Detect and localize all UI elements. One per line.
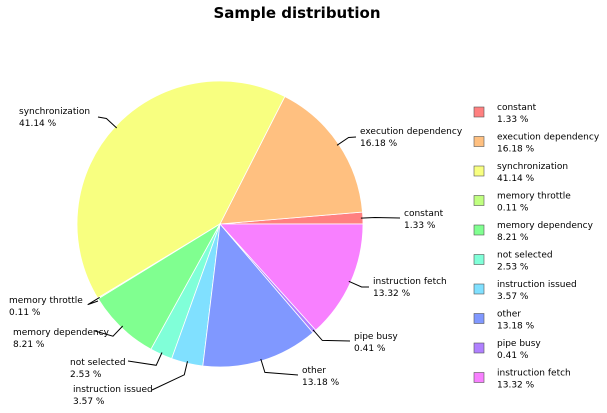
legend-swatch-instruction-fetch — [473, 372, 485, 383]
slice-value-synchronization: 41.14 % — [19, 119, 57, 129]
legend-swatch-not-selected — [473, 254, 485, 265]
legend-value-memory-dependency: 8.21 % — [497, 233, 529, 243]
legend-value-pipe-busy: 0.41 % — [497, 351, 529, 361]
legend-swatch-execution-dependency — [473, 136, 485, 147]
legend-value-other: 13.18 % — [497, 322, 535, 332]
slice-label-instruction-fetch: instruction fetch — [373, 277, 447, 287]
leader-line-not-selected — [127, 352, 163, 366]
legend-label-other: other — [497, 310, 521, 320]
slice-label-not-selected: not selected — [70, 358, 126, 368]
slice-label-other: other — [302, 366, 326, 376]
legend-label-not-selected: not selected — [497, 251, 553, 261]
legend-value-synchronization: 41.14 % — [497, 174, 535, 184]
slice-leader-lines — [87, 116, 401, 391]
slice-label-pipe-busy: pipe busy — [354, 332, 398, 342]
leader-line-constant — [360, 216, 401, 219]
leader-line-instruction-fetch — [348, 280, 369, 288]
chart-title: Sample distribution — [213, 4, 380, 22]
legend-swatch-other — [473, 313, 485, 324]
legend-swatch-synchronization — [473, 165, 485, 177]
slice-value-pipe-busy: 0.41 % — [354, 344, 386, 354]
slice-value-constant: 1.33 % — [404, 221, 436, 231]
slice-value-memory-throttle: 0.11 % — [9, 308, 41, 318]
legend-label-constant: constant — [497, 103, 537, 113]
leader-line-synchronization — [97, 116, 118, 129]
slice-value-not-selected: 2.53 % — [70, 370, 102, 380]
leader-line-other — [260, 358, 299, 376]
legend-label-memory-throttle: memory throttle — [497, 192, 571, 202]
leader-line-instruction-issued — [151, 361, 188, 391]
slice-value-instruction-fetch: 13.32 % — [373, 289, 411, 299]
legend-label-pipe-busy: pipe busy — [497, 339, 541, 349]
legend-label-synchronization: synchronization — [497, 162, 568, 172]
slice-label-memory-throttle: memory throttle — [9, 296, 83, 306]
slice-label-memory-dependency: memory dependency — [13, 328, 110, 338]
leader-line-memory-dependency — [94, 325, 124, 337]
slice-labels: constant 1.33 % execution dependency 16.18 … — [9, 107, 463, 407]
legend-swatch-memory-throttle — [473, 195, 485, 206]
legend-label-memory-dependency: memory dependency — [497, 221, 594, 231]
leader-line-memory-throttle — [87, 296, 100, 306]
slice-value-execution-dependency: 16.18 % — [360, 139, 398, 149]
slice-value-memory-dependency: 8.21 % — [13, 340, 45, 350]
pie-slices — [76, 80, 364, 368]
legend-swatch-memory-dependency — [473, 224, 485, 236]
slice-value-instruction-issued: 3.57 % — [73, 397, 105, 407]
legend-value-not-selected: 2.53 % — [497, 263, 529, 273]
legend-value-execution-dependency: 16.18 % — [497, 145, 535, 155]
leader-line-execution-dependency — [336, 136, 357, 146]
slice-value-other: 13.18 % — [302, 378, 340, 388]
legend-swatch-instruction-issued — [473, 283, 485, 295]
legend-swatch-pipe-busy — [473, 342, 485, 354]
slice-label-synchronization: synchronization — [19, 107, 90, 117]
legend-swatch-constant — [473, 106, 485, 118]
legend-label-instruction-fetch: instruction fetch — [497, 369, 571, 379]
leader-line-pipe-busy — [312, 329, 351, 342]
slice-label-constant: constant — [404, 209, 444, 219]
legend-value-instruction-issued: 3.57 % — [497, 292, 529, 302]
slice-label-execution-dependency: execution dependency — [360, 127, 463, 137]
legend-value-constant: 1.33 % — [497, 115, 529, 125]
legend-value-memory-throttle: 0.11 % — [497, 204, 529, 214]
legend-value-instruction-fetch: 13.32 % — [497, 381, 535, 391]
legend: constant 1.33 % execution dependency 16.18 … — [473, 103, 600, 391]
legend-label-instruction-issued: instruction issued — [497, 280, 577, 290]
legend-label-execution-dependency: execution dependency — [497, 133, 600, 143]
slice-label-instruction-issued: instruction issued — [73, 385, 153, 395]
